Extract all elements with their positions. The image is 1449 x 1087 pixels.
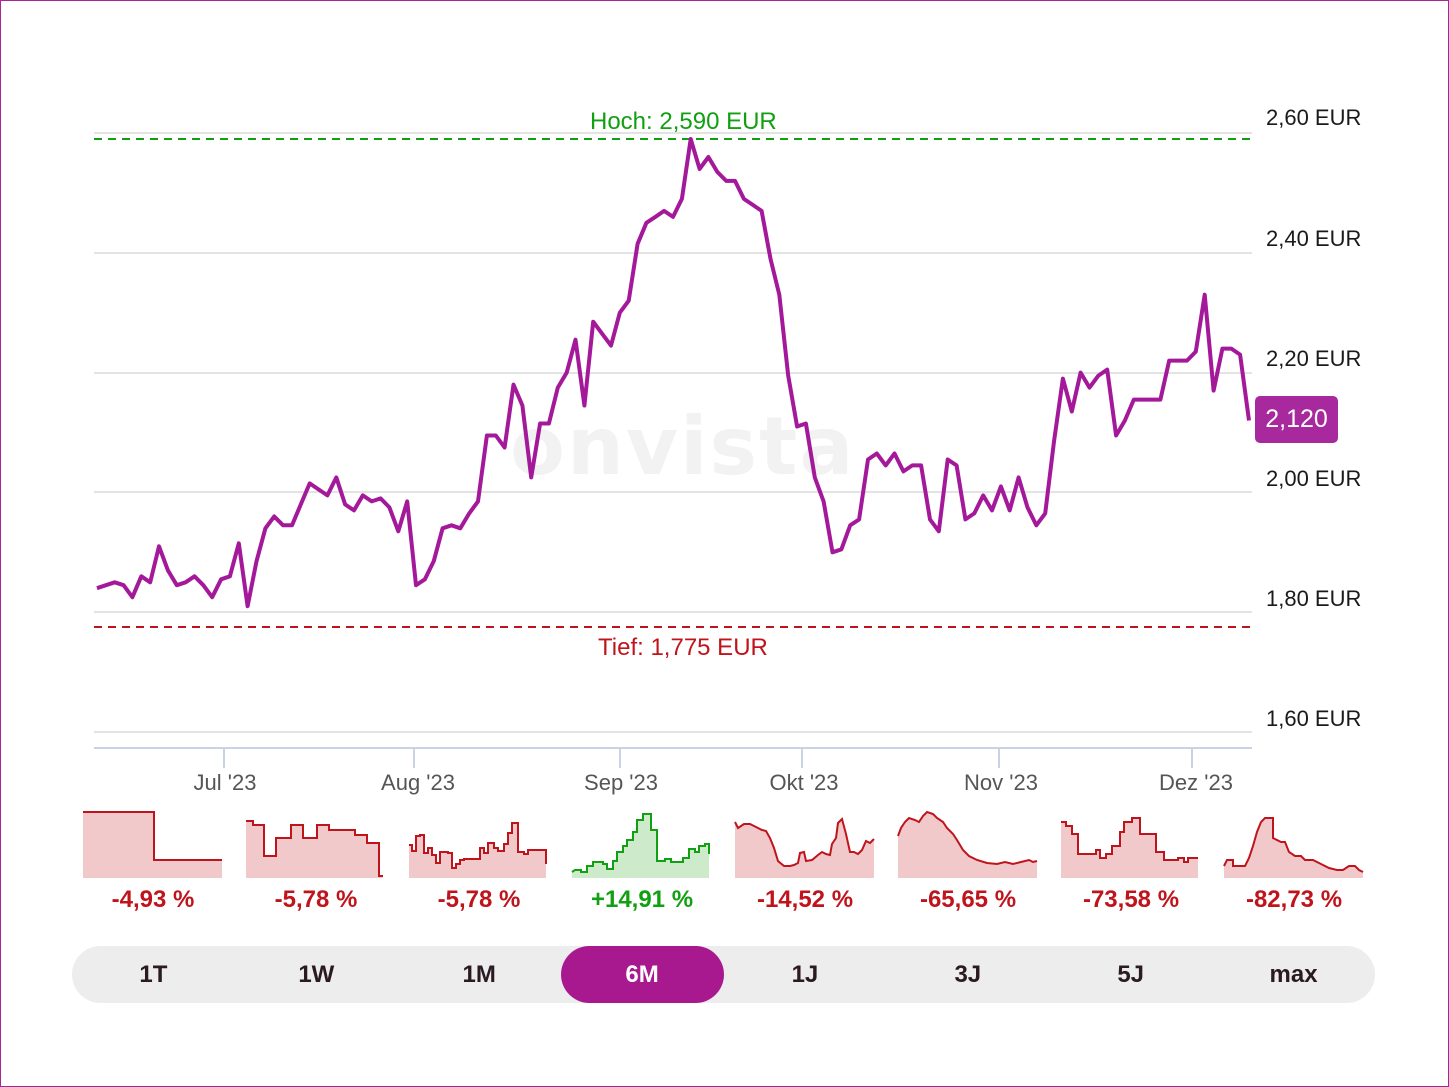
high-label: Hoch: 2,590 EUR [590,108,777,135]
sparkline-5J [1061,817,1198,878]
x-tick-label: Jul '23 [193,770,257,795]
perf-1M[interactable]: -5,78 % [408,808,550,913]
sparkline-6M [571,813,710,878]
perf-6M[interactable]: +14,91 % [571,808,713,913]
y-tick-label: 2,20 EUR [1266,346,1362,371]
perf-value: -5,78 % [437,886,521,913]
sparkline-1W [246,820,383,878]
y-tick-label: 1,80 EUR [1266,586,1362,611]
perf-value: -73,58 % [1082,886,1180,913]
x-axis-ticks [223,748,1193,768]
y-tick-label: 2,40 EUR [1266,226,1362,251]
range-button-3J[interactable]: 3J [954,960,982,988]
perf-value: -5,78 % [274,886,358,913]
sparkline-max [1223,817,1364,878]
sparkline-1T [83,811,222,878]
grid-lines [94,132,1252,733]
y-tick-label: 1,60 EUR [1266,706,1362,731]
range-button-6M[interactable]: 6M [560,946,724,1003]
perf-value: -82,73 % [1245,886,1343,913]
sparkline-3J [897,810,1038,878]
perf-value: +14,91 % [590,886,694,913]
price-chart[interactable] [0,0,1449,800]
perf-5J[interactable]: -73,58 % [1060,808,1202,913]
x-tick-label: Aug '23 [381,770,455,795]
x-tick-label: Okt '23 [769,770,839,795]
range-button-1J[interactable]: 1J [791,960,819,988]
sparkline-1M [409,822,547,878]
range-button-5J[interactable]: 5J [1117,960,1145,988]
current-price-badge: 2,120 [1255,396,1338,443]
low-label: Tief: 1,775 EUR [598,634,768,661]
price-line [96,137,1251,609]
range-button-1T[interactable]: 1T [139,960,168,988]
perf-1J[interactable]: -14,52 % [734,808,876,913]
perf-value: -4,93 % [111,886,195,913]
perf-3J[interactable]: -65,65 % [897,808,1039,913]
sparkline-1J [734,817,875,878]
range-button-1M[interactable]: 1M [462,960,496,988]
perf-1W[interactable]: -5,78 % [245,808,387,913]
y-tick-label: 2,00 EUR [1266,466,1362,491]
range-button-max[interactable]: max [1269,960,1318,988]
x-tick-label: Dez '23 [1159,770,1233,795]
range-button-1W[interactable]: 1W [298,960,335,988]
perf-value: -65,65 % [919,886,1017,913]
perf-max[interactable]: -82,73 % [1223,808,1365,913]
x-tick-label: Sep '23 [584,770,658,795]
time-range-selector: 1T 1W 1M 6M 1J 3J 5J max [72,946,1375,1003]
perf-1T[interactable]: -4,93 % [82,808,224,913]
y-tick-label: 2,60 EUR [1266,105,1362,130]
x-tick-label: Nov '23 [964,770,1038,795]
perf-value: -14,52 % [756,886,854,913]
